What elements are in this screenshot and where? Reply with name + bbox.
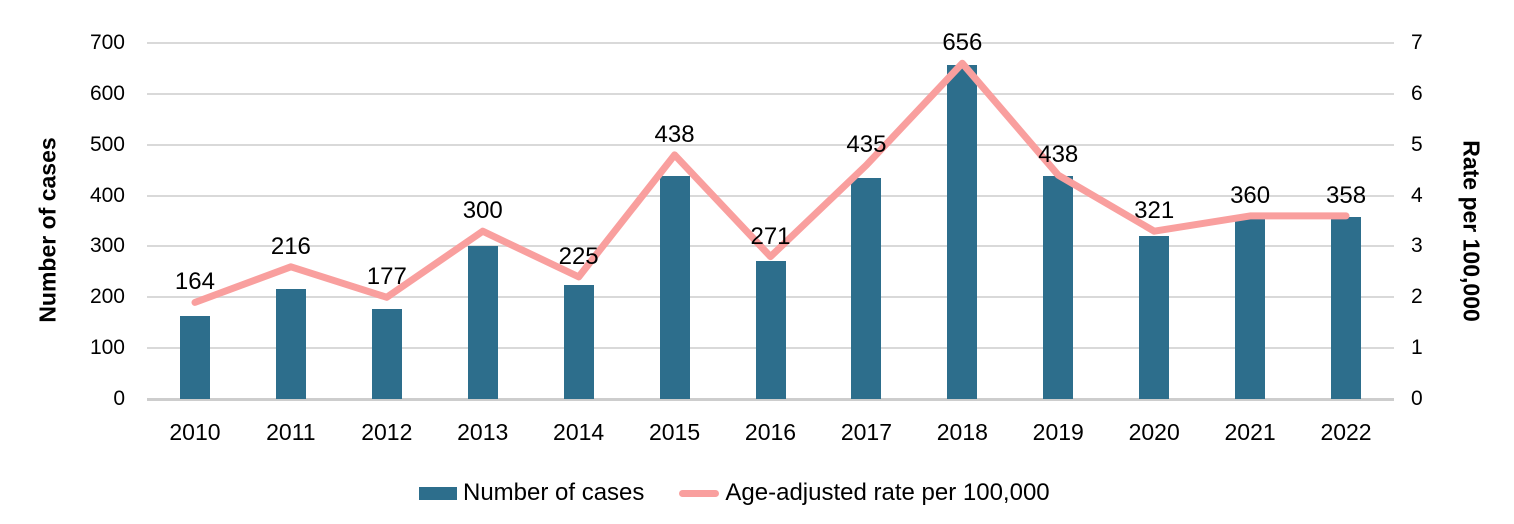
bar-2010	[179, 315, 210, 399]
bar-value-label: 360	[1230, 181, 1271, 209]
bar-2021	[1235, 215, 1266, 399]
gridline	[147, 194, 1394, 197]
bar-value-label: 435	[846, 131, 887, 159]
x-tick-label: 2015	[648, 419, 701, 445]
legend: Number of cases Age-adjusted rate per 10…	[419, 479, 1050, 507]
left-tick-label: 100	[89, 336, 125, 360]
right-tick-label: 2	[1411, 285, 1423, 309]
bar-value-label: 177	[366, 263, 407, 291]
bar-value-label: 438	[1038, 141, 1079, 169]
x-tick-label: 2014	[553, 419, 605, 445]
left-tick-label: 500	[89, 132, 125, 156]
bar-2017	[851, 177, 882, 399]
x-tick-label: 2013	[457, 419, 509, 445]
bar-value-label: 656	[942, 29, 983, 57]
left-tick-label: 0	[113, 387, 125, 410]
left-tick-label: 300	[89, 234, 125, 258]
x-tick-label: 2016	[744, 419, 797, 445]
legend-label-number-of-cases: Number of cases	[463, 479, 645, 506]
right-tick-label: 4	[1411, 183, 1423, 207]
bar-2012	[371, 308, 402, 399]
right-tick-label: 0	[1411, 387, 1423, 410]
bar-value-label: 438	[654, 120, 695, 148]
x-tick-label: 2011	[266, 419, 316, 445]
right-tick-label: 6	[1411, 81, 1423, 105]
x-tick-label: 2010	[169, 419, 221, 445]
x-tick-label: 2017	[840, 419, 892, 445]
legend-item-number-of-cases: Number of cases	[419, 479, 644, 507]
bar-2015	[659, 176, 690, 399]
bar-series-swatch	[419, 486, 457, 500]
line-series-swatch	[679, 489, 720, 497]
legend-label-age-adjusted-rate: Age-adjusted rate per 100,000	[725, 479, 1050, 506]
right-tick-label: 1	[1411, 336, 1423, 360]
rate-line	[191, 59, 1350, 306]
x-tick-label: 2012	[361, 419, 413, 445]
bar-2020	[1139, 235, 1170, 399]
bar-value-label: 300	[462, 197, 503, 225]
bar-value-label: 271	[750, 222, 791, 250]
bar-value-label: 164	[174, 268, 215, 296]
bar-2011	[275, 289, 306, 399]
gridline	[147, 143, 1394, 146]
x-tick-label: 2022	[1320, 419, 1372, 445]
right-tick-label: 3	[1411, 234, 1423, 258]
left-tick-label: 200	[89, 285, 125, 309]
x-tick-label: 2018	[936, 419, 988, 445]
gridline	[147, 245, 1394, 248]
left-tick-label: 700	[89, 31, 125, 54]
left-tick-label: 600	[89, 81, 125, 105]
bar-value-label: 225	[558, 242, 599, 270]
right-tick-label: 7	[1411, 31, 1423, 54]
bar-2022	[1331, 216, 1362, 399]
bar-2019	[1043, 176, 1074, 399]
left-tick-label: 400	[89, 183, 125, 207]
bar-2014	[563, 284, 594, 399]
x-tick-label: 2021	[1224, 419, 1276, 445]
bar-2018	[947, 65, 978, 399]
bar-value-label: 358	[1326, 181, 1367, 209]
plot-area	[147, 42, 1394, 401]
bar-2016	[755, 261, 786, 399]
x-axis-line	[147, 398, 1394, 401]
bar-value-label: 321	[1134, 197, 1175, 225]
gridline	[147, 92, 1394, 95]
right-tick-label: 5	[1411, 132, 1423, 156]
legend-item-age-adjusted-rate: Age-adjusted rate per 100,000	[679, 479, 1050, 507]
bar-2013	[467, 246, 498, 399]
right-axis-title: Rate per 100,000	[1458, 140, 1485, 322]
x-tick-label: 2020	[1128, 419, 1180, 445]
gridline	[147, 42, 1394, 44]
x-tick-label: 2019	[1032, 419, 1084, 445]
bar-value-label: 216	[270, 232, 311, 260]
